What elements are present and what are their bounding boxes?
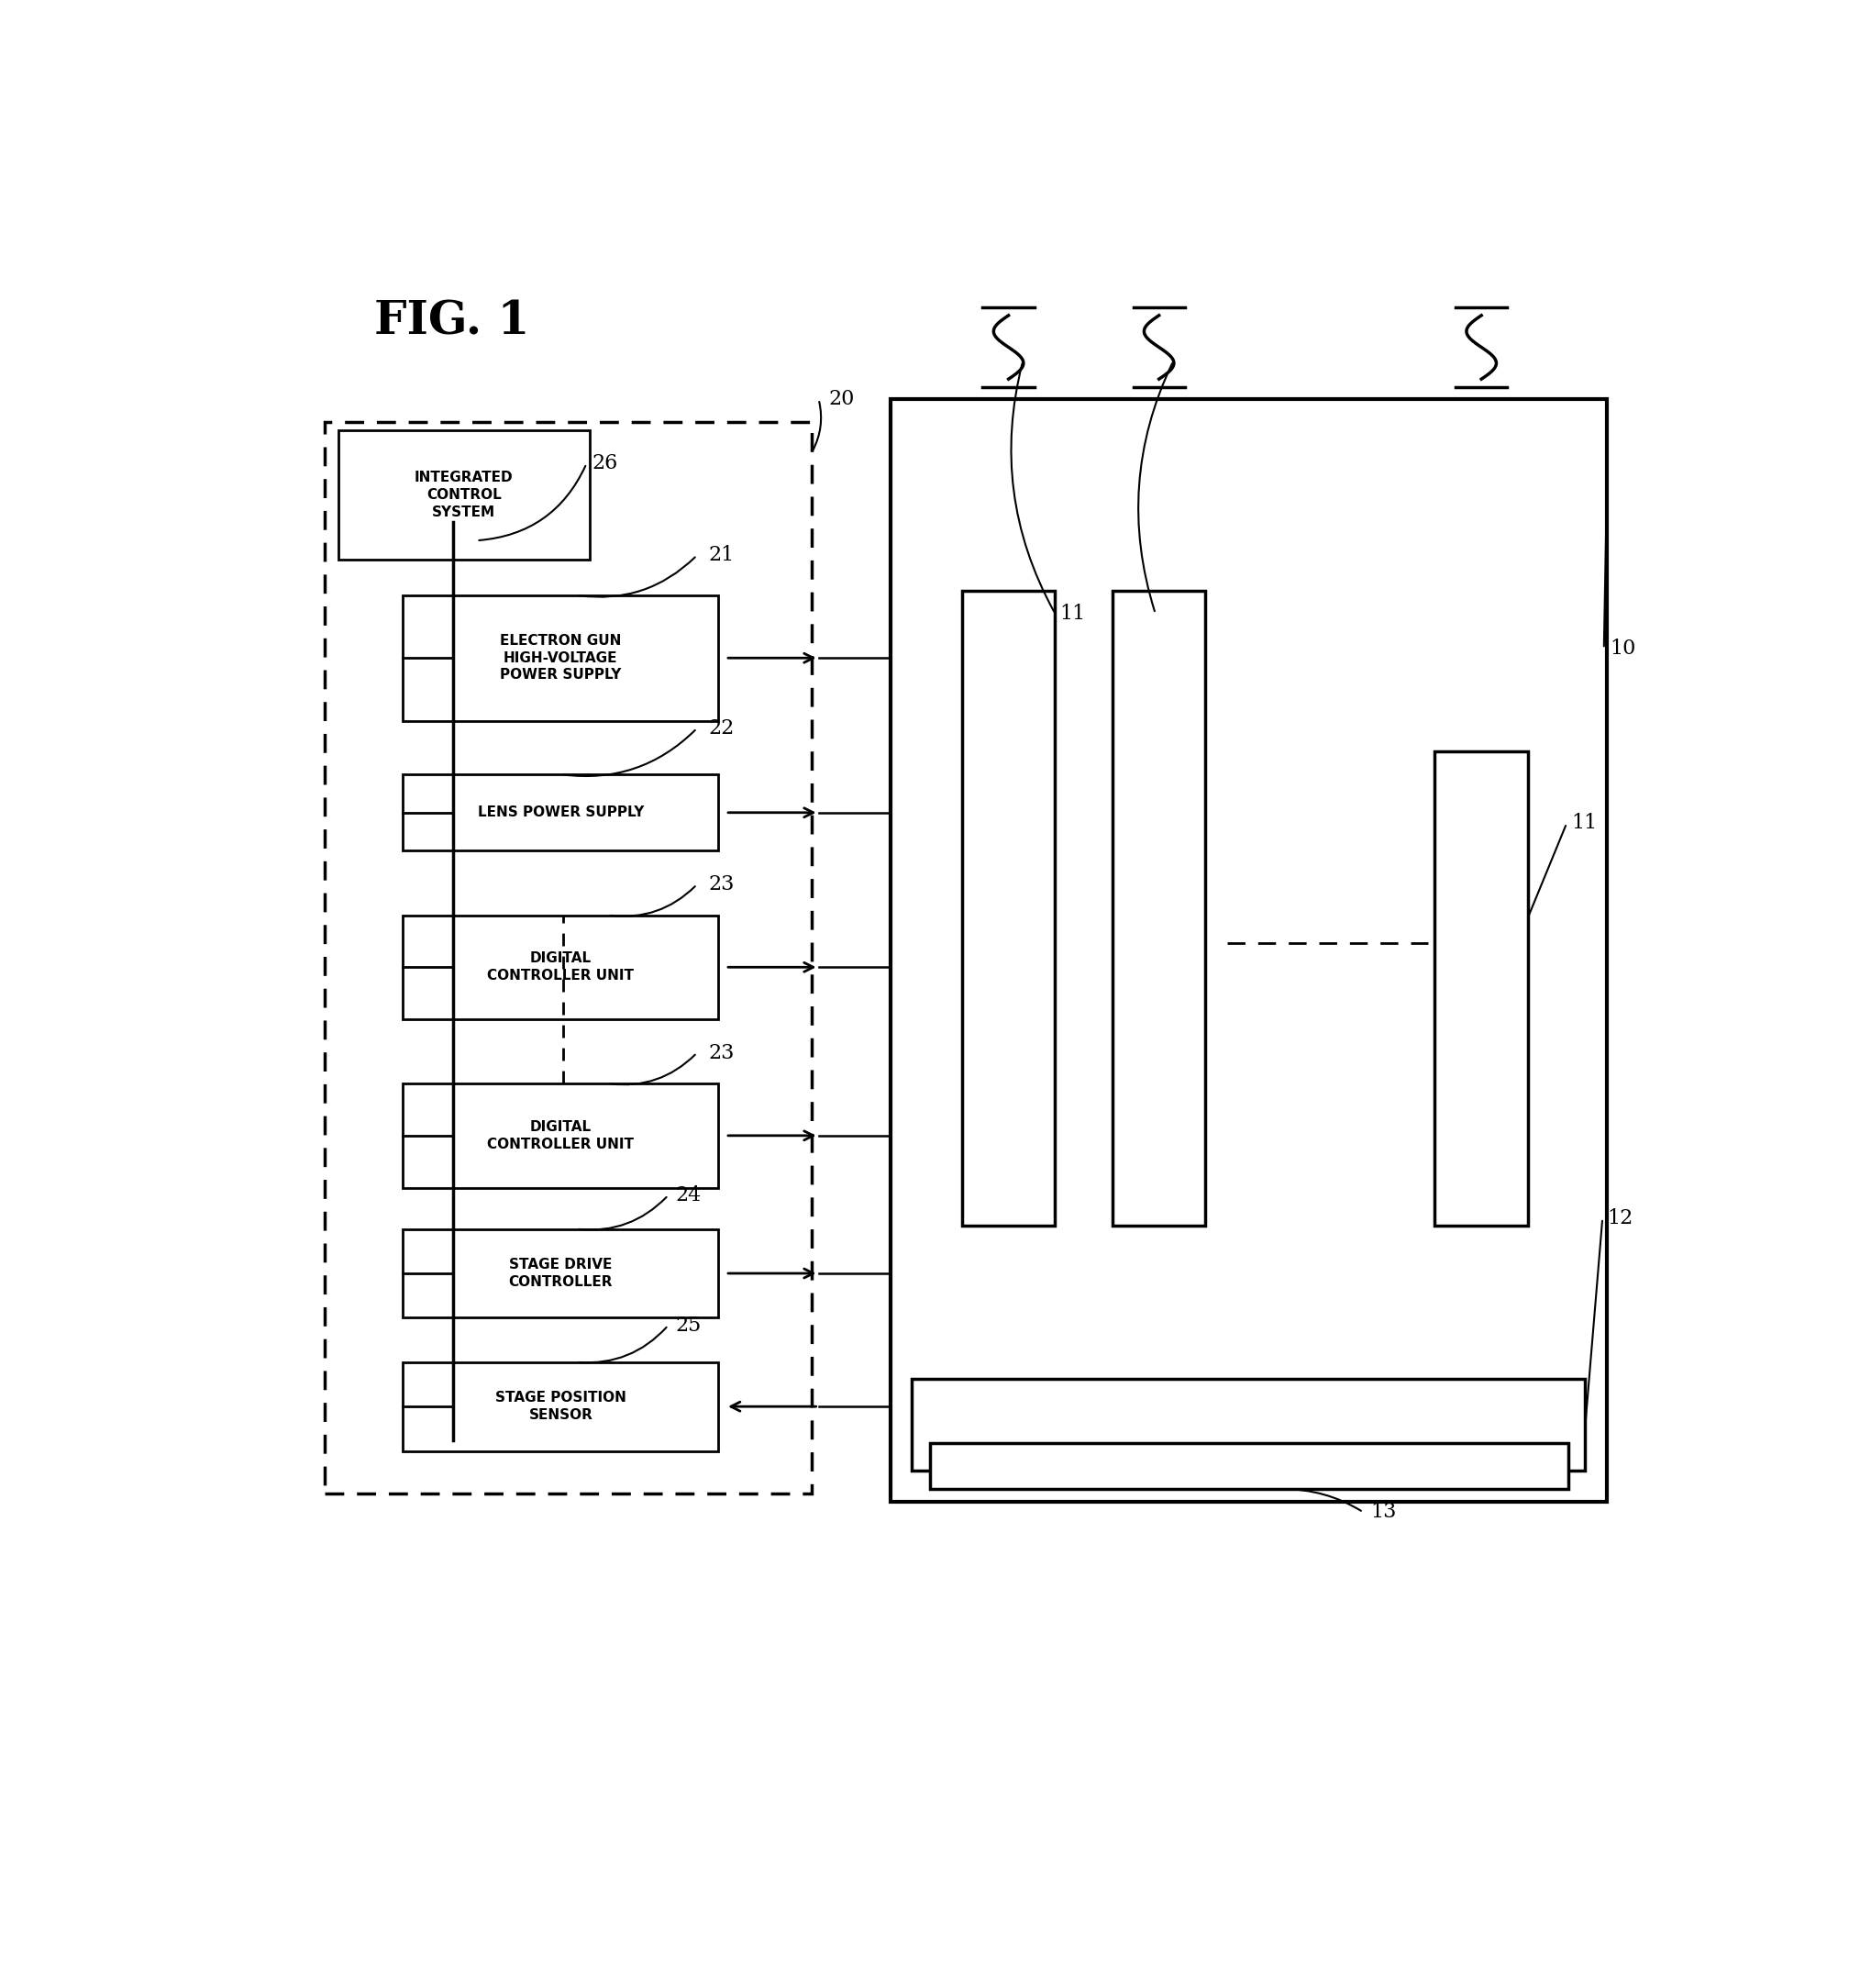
Text: 22: 22 (708, 718, 734, 738)
Text: 23: 23 (708, 1044, 734, 1064)
Text: 10: 10 (1610, 638, 1636, 658)
Text: 11: 11 (1159, 604, 1185, 624)
Text: 25: 25 (675, 1316, 701, 1336)
Text: 24: 24 (675, 1185, 701, 1205)
Bar (338, 429, 590, 561)
Text: DIGITAL
CONTROLLER UNIT: DIGITAL CONTROLLER UNIT (488, 952, 634, 982)
Bar (1435, 751, 1527, 1227)
Bar (891, 400, 1607, 1501)
Text: 13: 13 (1370, 1503, 1396, 1523)
Text: 23: 23 (708, 875, 734, 895)
Text: INTEGRATED
CONTROL
SYSTEM: INTEGRATED CONTROL SYSTEM (414, 471, 514, 519)
Text: STAGE DRIVE
CONTROLLER: STAGE DRIVE CONTROLLER (508, 1258, 612, 1288)
Text: DIGITAL
CONTROLLER UNIT: DIGITAL CONTROLLER UNIT (488, 1119, 634, 1151)
Bar (961, 590, 1056, 1227)
Text: 20: 20 (828, 390, 854, 410)
Text: FIG. 1: FIG. 1 (373, 300, 531, 344)
Bar (403, 1362, 717, 1451)
Text: STAGE POSITION
SENSOR: STAGE POSITION SENSOR (496, 1392, 627, 1421)
Bar (930, 1443, 1568, 1489)
Text: 11: 11 (1572, 813, 1598, 833)
Text: 12: 12 (1607, 1209, 1633, 1229)
Bar (403, 914, 717, 1020)
Bar (324, 421, 812, 1493)
Bar (403, 1083, 717, 1187)
Bar (403, 1229, 717, 1318)
Bar (1113, 590, 1206, 1227)
Text: LENS POWER SUPPLY: LENS POWER SUPPLY (477, 805, 643, 819)
Bar (403, 773, 717, 851)
Text: ELECTRON GUN
HIGH-VOLTAGE
POWER SUPPLY: ELECTRON GUN HIGH-VOLTAGE POWER SUPPLY (499, 634, 621, 682)
Text: 26: 26 (592, 453, 618, 473)
Bar (912, 1380, 1585, 1471)
Bar (403, 594, 717, 722)
Text: 11: 11 (1059, 604, 1085, 624)
Text: 21: 21 (708, 545, 734, 565)
